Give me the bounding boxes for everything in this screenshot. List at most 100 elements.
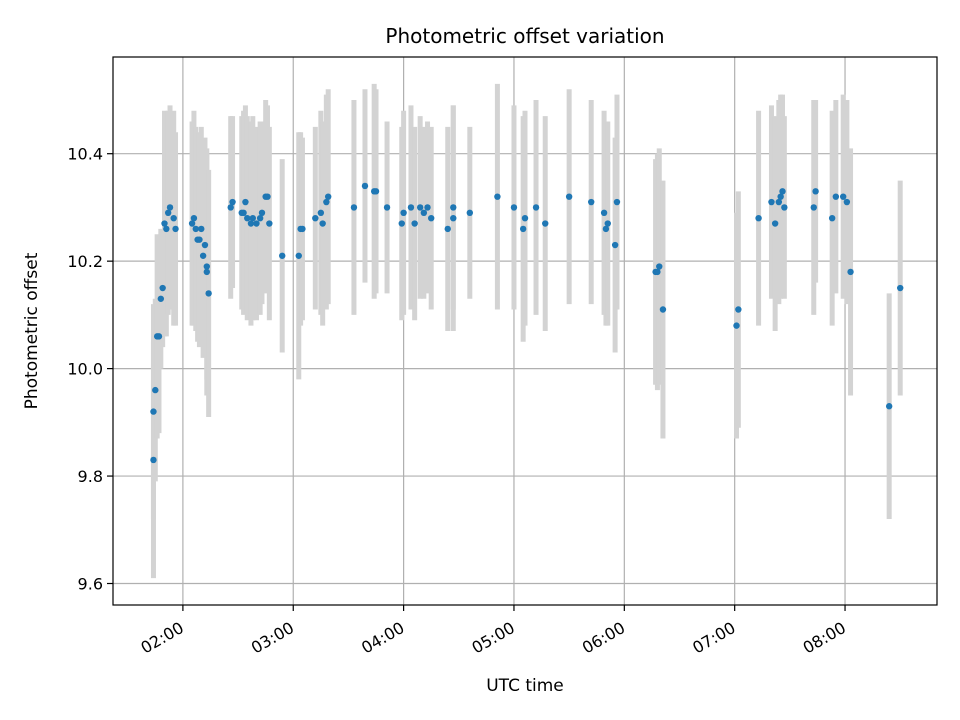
y-axis-ticks: 9.6 9.8 10.0 10.2 10.4 bbox=[67, 145, 113, 594]
data-point bbox=[256, 214, 264, 222]
data-point bbox=[843, 198, 851, 206]
data-point bbox=[240, 209, 247, 217]
data-points bbox=[150, 182, 904, 464]
y-tick-label: 9.6 bbox=[78, 575, 103, 594]
data-point bbox=[227, 204, 234, 211]
data-point bbox=[450, 214, 457, 222]
data-point bbox=[839, 193, 847, 200]
data-point bbox=[604, 220, 611, 227]
data-point bbox=[398, 220, 405, 227]
data-point bbox=[420, 209, 428, 217]
y-tick-label: 9.8 bbox=[78, 467, 103, 486]
data-point bbox=[247, 220, 255, 227]
data-point bbox=[244, 214, 251, 222]
data-point bbox=[654, 268, 661, 276]
data-point bbox=[150, 408, 157, 415]
chart-title: Photometric offset variation bbox=[385, 24, 664, 48]
data-point bbox=[733, 322, 740, 329]
data-point bbox=[416, 204, 424, 211]
data-point bbox=[242, 198, 249, 206]
data-point bbox=[532, 204, 540, 211]
data-point bbox=[777, 193, 784, 200]
data-point bbox=[198, 225, 205, 233]
data-point bbox=[150, 456, 157, 464]
data-point bbox=[400, 209, 407, 217]
data-point bbox=[600, 209, 608, 217]
data-point bbox=[832, 193, 840, 200]
data-point bbox=[466, 209, 474, 217]
data-point bbox=[323, 198, 330, 206]
data-point bbox=[494, 193, 501, 200]
data-point bbox=[196, 236, 203, 243]
y-tick-label: 10.0 bbox=[67, 360, 103, 379]
data-point bbox=[565, 193, 573, 200]
data-point bbox=[203, 263, 211, 270]
data-point bbox=[170, 214, 177, 222]
data-point bbox=[407, 204, 415, 211]
data-point bbox=[161, 220, 168, 227]
data-point bbox=[190, 214, 198, 222]
data-point bbox=[279, 252, 286, 259]
data-point bbox=[201, 241, 209, 249]
data-point bbox=[205, 290, 212, 297]
data-point bbox=[372, 188, 380, 195]
y-axis-label: Photometric offset bbox=[22, 252, 42, 409]
data-point bbox=[771, 220, 779, 227]
data-point bbox=[519, 225, 527, 233]
data-point bbox=[159, 284, 166, 292]
data-point bbox=[172, 225, 179, 233]
data-point bbox=[885, 403, 893, 410]
data-point bbox=[847, 268, 854, 276]
data-point bbox=[295, 252, 302, 259]
data-point bbox=[755, 214, 762, 222]
data-point bbox=[450, 204, 457, 211]
data-point bbox=[264, 193, 271, 200]
data-point bbox=[411, 220, 418, 227]
data-point bbox=[317, 209, 325, 217]
plot-frame bbox=[112, 56, 938, 606]
data-point bbox=[588, 198, 595, 206]
y-tick-label: 10.4 bbox=[67, 145, 103, 164]
data-point bbox=[779, 188, 786, 195]
data-point bbox=[249, 214, 256, 222]
data-point bbox=[253, 220, 260, 227]
data-point bbox=[199, 252, 207, 259]
data-point bbox=[510, 204, 518, 211]
data-point bbox=[319, 220, 326, 227]
data-point bbox=[613, 198, 621, 206]
data-point bbox=[542, 220, 549, 227]
data-point bbox=[775, 198, 783, 206]
data-point bbox=[192, 225, 199, 233]
data-point bbox=[444, 225, 451, 233]
data-point bbox=[521, 214, 529, 222]
data-point bbox=[735, 306, 742, 313]
data-point bbox=[812, 188, 819, 195]
data-point bbox=[299, 225, 306, 233]
data-point bbox=[152, 386, 159, 394]
data-point bbox=[258, 209, 266, 217]
data-point bbox=[768, 198, 775, 206]
data-point bbox=[828, 214, 836, 222]
x-axis-label: UTC time bbox=[486, 676, 564, 696]
data-point bbox=[157, 295, 165, 302]
data-point bbox=[656, 263, 663, 270]
data-point bbox=[155, 333, 163, 340]
data-point bbox=[810, 204, 817, 211]
data-point bbox=[163, 225, 170, 233]
data-point bbox=[383, 204, 391, 211]
data-point bbox=[781, 204, 788, 211]
y-tick-label: 10.2 bbox=[67, 252, 103, 271]
data-point bbox=[312, 214, 319, 222]
data-point bbox=[602, 225, 610, 233]
data-point bbox=[611, 241, 619, 249]
data-point bbox=[361, 182, 369, 190]
data-point bbox=[266, 220, 273, 227]
data-point bbox=[203, 268, 211, 276]
data-point bbox=[188, 220, 196, 227]
data-point bbox=[164, 209, 172, 217]
data-point bbox=[166, 204, 174, 211]
data-point bbox=[659, 306, 667, 313]
data-point bbox=[897, 284, 904, 292]
data-point bbox=[424, 204, 431, 211]
